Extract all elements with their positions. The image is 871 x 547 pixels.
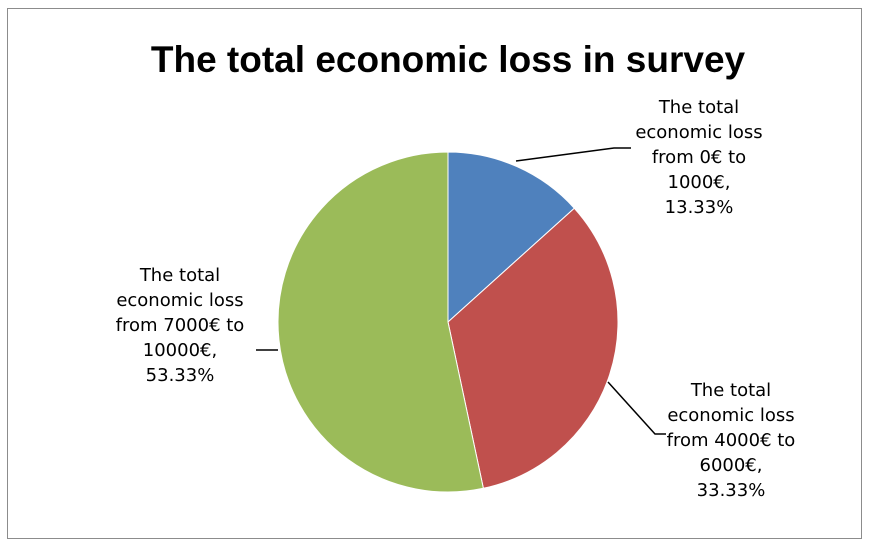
data-label-line: from 4000€ to: [667, 430, 796, 451]
leader-line: [515, 147, 631, 162]
data-label-line: economic loss: [116, 290, 243, 311]
data-label-line: economic loss: [667, 405, 794, 426]
data-label-line: 6000€,: [700, 455, 763, 476]
pie-chart: The total economic loss in survey The to…: [116, 39, 796, 501]
data-label: The total economic loss from 0€ to 1000€, 13…: [635, 97, 762, 218]
data-label-line: 53.33%: [146, 365, 215, 386]
data-label-line: 33.33%: [697, 480, 766, 501]
data-label-line: economic loss: [635, 122, 762, 143]
data-label-line: The total: [139, 265, 220, 286]
data-labels: The total economic loss from 0€ to 1000€, 13…: [116, 97, 796, 501]
data-label-line: 10000€,: [143, 340, 217, 361]
leader-line: [607, 381, 666, 435]
data-label-line: The total: [690, 380, 771, 401]
pie-slice: [277, 151, 484, 493]
pie-slice: [447, 207, 619, 489]
chart-frame: The total economic loss in survey The to…: [7, 8, 862, 539]
data-label-line: The total: [658, 97, 739, 118]
data-label-line: 1000€,: [668, 172, 731, 193]
chart-title: The total economic loss in survey: [151, 39, 746, 80]
data-label: The total economic loss from 4000€ to 6000€…: [667, 380, 796, 501]
data-label: The total economic loss from 7000€ to 10000…: [116, 265, 245, 386]
data-label-line: from 0€ to: [652, 147, 746, 168]
pie-slices: [277, 151, 619, 493]
data-label-line: 13.33%: [665, 197, 734, 218]
leader-lines: [256, 147, 666, 435]
data-label-line: from 7000€ to: [116, 315, 245, 336]
pie-slice: [447, 151, 576, 324]
